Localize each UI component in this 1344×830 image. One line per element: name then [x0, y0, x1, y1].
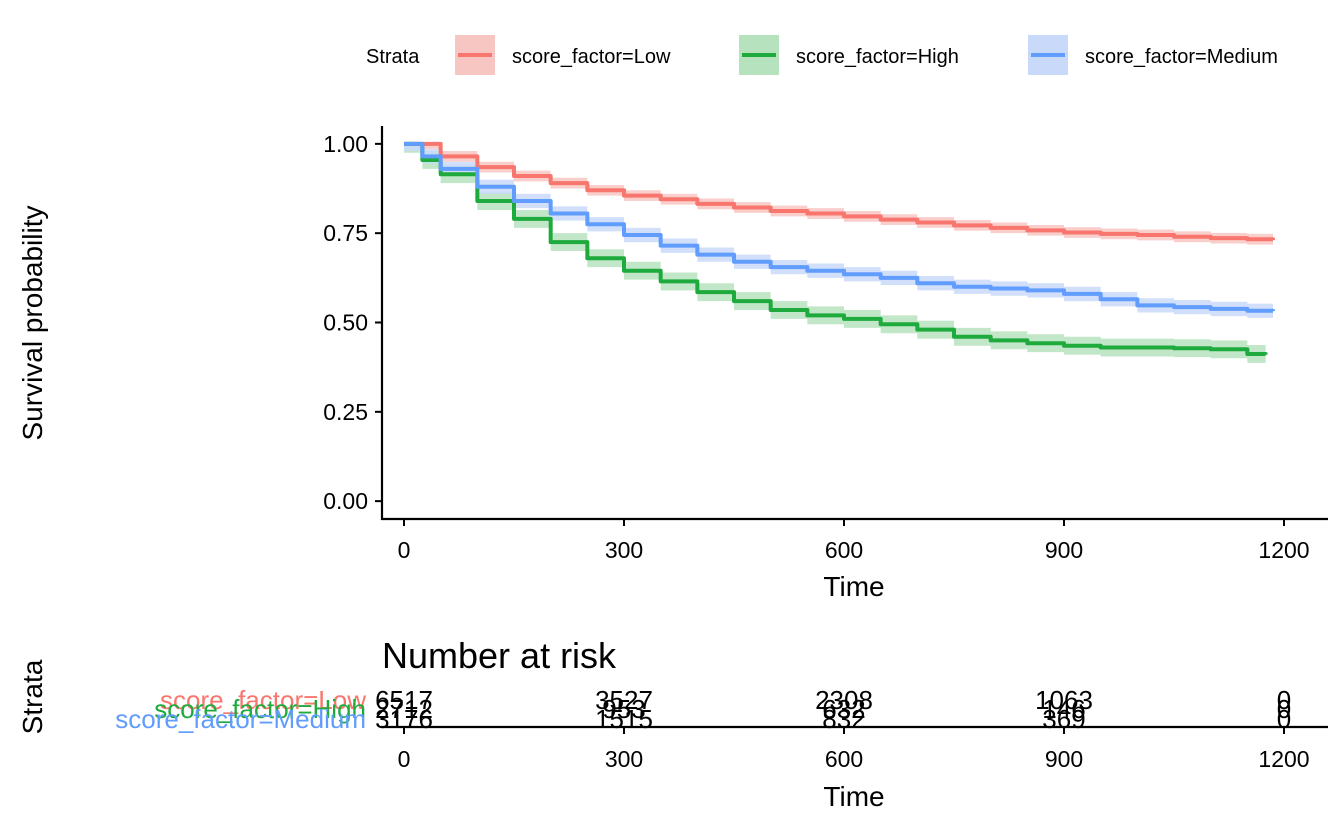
y-tick-label: 1.00: [323, 131, 368, 157]
x-tick-label: 600: [825, 537, 863, 563]
survival-plot: Survival probability Time 0.000.250.500.…: [17, 126, 1328, 602]
risk-table: Number at risk Strata Time 0 300 600 900 120…: [17, 635, 1328, 812]
x-tick-label: 300: [605, 537, 643, 563]
x-ticks: 0 300 600 900 1200: [398, 519, 1310, 563]
risk-count: 369: [1042, 704, 1085, 734]
risk-table-x-ticks: 0 300 600 900 1200: [398, 727, 1310, 772]
risk-table-y-label: Strata: [17, 659, 48, 734]
legend-entry-label: score_factor=Medium: [1085, 46, 1278, 68]
survival-curve: [404, 141, 1275, 313]
risk-row-label: score_factor=High: [154, 694, 366, 724]
survival-curve: [404, 141, 1275, 242]
risk-row-label: score_factor=Medium: [115, 704, 366, 734]
x-tick-label: 0: [398, 537, 411, 563]
risk-count: 0: [1277, 694, 1291, 724]
risk-count: 0: [1277, 704, 1291, 734]
risk-count: 3527: [595, 685, 653, 715]
y-ticks: 0.00 0.25 0.50 0.75 1.00: [323, 131, 382, 514]
x-tick-label: 900: [1045, 537, 1083, 563]
risk-row-label: score_factor=Low: [160, 685, 366, 715]
risk-count: 6517: [375, 685, 433, 715]
risk-table-rows: score_factor=Low 6517 3527 2308 1063 0 score_f…: [115, 685, 1291, 734]
y-tick-label: 0.00: [323, 488, 368, 514]
legend-entry-label: score_factor=High: [796, 46, 959, 68]
legend: Strata score_factor=Low score_factor=High…: [366, 35, 1278, 75]
y-tick-label: 0.25: [323, 399, 368, 425]
y-tick-label: 0.75: [323, 220, 368, 246]
risk-count: 3176: [375, 704, 433, 734]
x-tick-label: 1200: [1258, 537, 1309, 563]
legend-title: Strata: [366, 46, 420, 68]
legend-entry-label: score_factor=Low: [512, 46, 671, 68]
risk-count: 1063: [1035, 685, 1093, 715]
risk-table-x-label: Time: [823, 781, 884, 812]
survival-curve: [404, 141, 1268, 356]
risk-x-tick-label: 900: [1045, 746, 1083, 772]
ci-band: [404, 143, 1273, 319]
risk-x-tick-label: 600: [825, 746, 863, 772]
risk-count: 953: [602, 694, 645, 724]
risk-table-title: Number at risk: [382, 635, 617, 676]
risk-count: 0: [1277, 685, 1291, 715]
risk-count: 1515: [595, 704, 653, 734]
risk-count: 632: [822, 694, 865, 724]
risk-count: 2712: [375, 694, 433, 724]
x-axis-label: Time: [823, 571, 884, 602]
risk-x-tick-label: 0: [398, 746, 411, 772]
risk-x-tick-label: 300: [605, 746, 643, 772]
survival-curves: [404, 141, 1275, 356]
risk-x-tick-label: 1200: [1258, 746, 1309, 772]
y-axis-label: Survival probability: [17, 206, 48, 441]
risk-count: 146: [1042, 694, 1085, 724]
risk-count: 832: [822, 704, 865, 734]
y-tick-label: 0.50: [323, 310, 368, 336]
ci-band: [404, 143, 1266, 364]
risk-count: 2308: [815, 685, 873, 715]
